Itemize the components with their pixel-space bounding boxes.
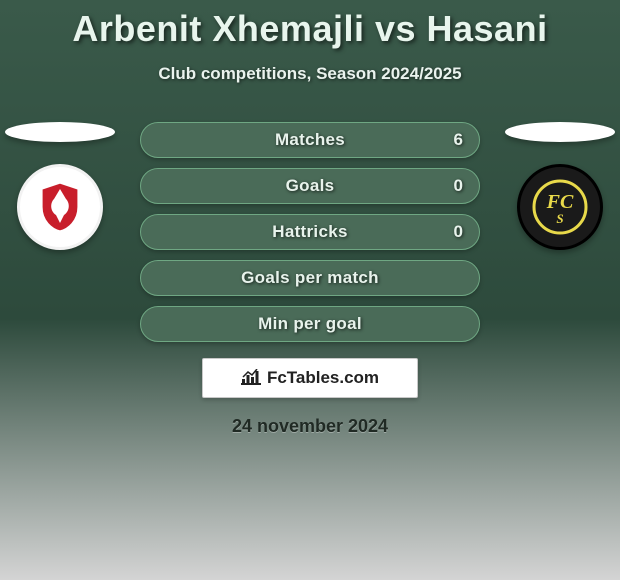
date-label: 24 november 2024	[0, 416, 620, 437]
stat-label: Min per goal	[258, 314, 362, 334]
stat-row-min-per-goal: Min per goal	[140, 306, 480, 342]
svg-text:S: S	[556, 211, 563, 226]
stat-label: Goals	[286, 176, 335, 196]
player-left-silhouette	[5, 122, 115, 142]
shield-icon	[38, 181, 82, 233]
comparison-panel: FC S Matches 6 Goals 0 Hattricks 0 Goals…	[0, 122, 620, 437]
brand-label: FcTables.com	[267, 368, 379, 388]
stat-row-goals-per-match: Goals per match	[140, 260, 480, 296]
stat-row-hattricks: Hattricks 0	[140, 214, 480, 250]
chart-icon	[241, 369, 261, 387]
page-title: Arbenit Xhemajli vs Hasani	[0, 0, 620, 50]
stat-value: 6	[454, 130, 463, 150]
stat-value: 0	[454, 222, 463, 242]
fc-badge-icon: FC S	[532, 179, 588, 235]
stat-label: Matches	[275, 130, 345, 150]
club-crest-left	[17, 164, 103, 250]
player-right-column: FC S	[500, 122, 620, 250]
club-crest-right: FC S	[517, 164, 603, 250]
stat-value: 0	[454, 176, 463, 196]
stat-rows: Matches 6 Goals 0 Hattricks 0 Goals per …	[140, 122, 480, 342]
brand-box: FcTables.com	[202, 358, 418, 398]
player-right-silhouette	[505, 122, 615, 142]
stat-row-goals: Goals 0	[140, 168, 480, 204]
svg-text:FC: FC	[546, 191, 574, 213]
stat-label: Goals per match	[241, 268, 379, 288]
player-left-column	[0, 122, 120, 250]
stat-row-matches: Matches 6	[140, 122, 480, 158]
subtitle: Club competitions, Season 2024/2025	[0, 64, 620, 84]
stat-label: Hattricks	[272, 222, 347, 242]
